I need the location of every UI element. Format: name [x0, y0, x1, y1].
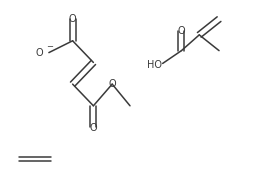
- Text: O: O: [108, 79, 116, 89]
- Text: O: O: [35, 48, 43, 58]
- Text: O: O: [90, 123, 97, 133]
- Text: O: O: [69, 14, 76, 24]
- Text: HO: HO: [147, 60, 162, 70]
- Text: −: −: [46, 42, 53, 51]
- Text: O: O: [178, 26, 185, 36]
